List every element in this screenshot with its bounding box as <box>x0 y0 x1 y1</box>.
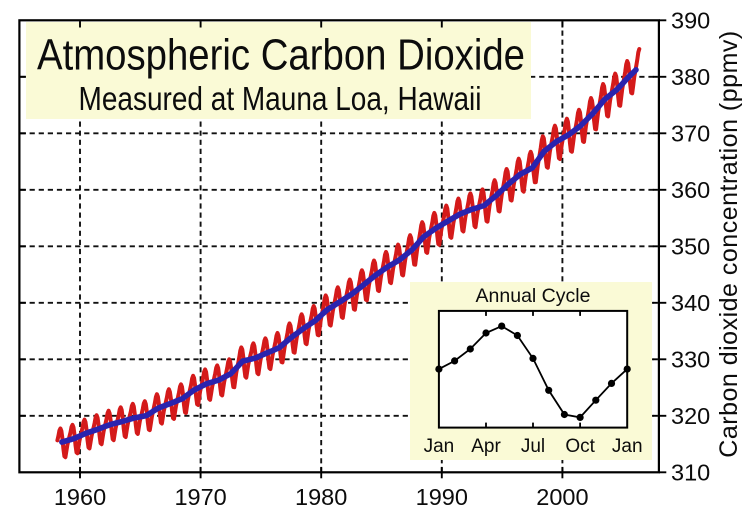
svg-text:1970: 1970 <box>174 484 226 510</box>
svg-text:Measured at Mauna Loa, Hawaii: Measured at Mauna Loa, Hawaii <box>79 80 482 117</box>
svg-text:320: 320 <box>671 403 710 429</box>
svg-text:340: 340 <box>671 290 710 316</box>
svg-text:1980: 1980 <box>295 484 347 510</box>
svg-text:Atmospheric Carbon Dioxide: Atmospheric Carbon Dioxide <box>37 32 525 80</box>
svg-text:310: 310 <box>671 460 710 486</box>
svg-text:350: 350 <box>671 234 710 260</box>
svg-text:Jan: Jan <box>424 436 455 457</box>
svg-text:Apr: Apr <box>471 436 501 457</box>
svg-text:Carbon dioxide concentration (: Carbon dioxide concentration (ppmv) <box>715 30 743 457</box>
svg-text:Jul: Jul <box>521 436 545 457</box>
svg-text:370: 370 <box>671 121 710 147</box>
svg-text:1960: 1960 <box>54 484 106 510</box>
svg-text:2000: 2000 <box>536 484 588 510</box>
svg-text:390: 390 <box>671 8 710 34</box>
svg-text:380: 380 <box>671 64 710 90</box>
svg-text:1990: 1990 <box>416 484 468 510</box>
svg-text:Jan: Jan <box>612 436 643 457</box>
svg-text:Annual Cycle: Annual Cycle <box>476 285 591 307</box>
svg-text:Oct: Oct <box>565 436 595 457</box>
svg-text:330: 330 <box>671 347 710 373</box>
svg-text:360: 360 <box>671 177 710 203</box>
